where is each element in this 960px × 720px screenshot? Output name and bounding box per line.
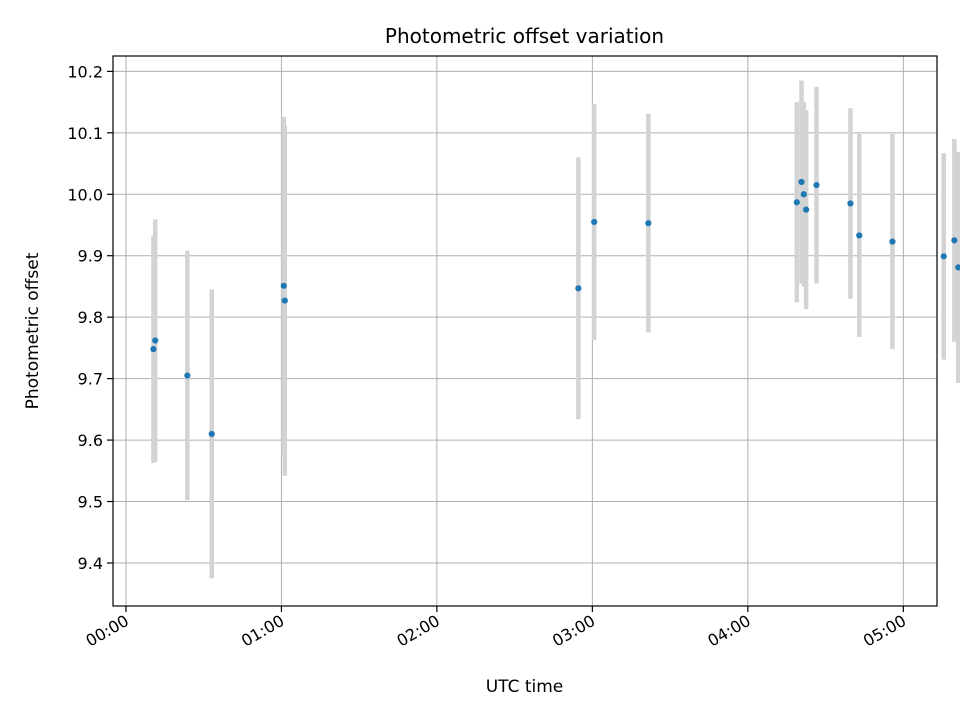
data-point bbox=[793, 199, 800, 206]
y-tick-label: 10.0 bbox=[67, 185, 103, 204]
data-point bbox=[951, 237, 958, 244]
data-point bbox=[813, 181, 820, 189]
data-points bbox=[150, 178, 960, 438]
data-point bbox=[575, 285, 582, 292]
data-point bbox=[280, 282, 287, 289]
data-point bbox=[184, 372, 191, 379]
data-point bbox=[847, 200, 854, 207]
data-point bbox=[856, 232, 863, 239]
data-point bbox=[152, 337, 159, 344]
data-point bbox=[645, 220, 652, 227]
data-point bbox=[889, 238, 896, 245]
y-tick-label: 9.5 bbox=[78, 493, 103, 512]
data-point bbox=[940, 253, 947, 260]
x-axis-label: UTC time bbox=[486, 677, 564, 697]
y-tick-label: 9.9 bbox=[78, 247, 103, 266]
chart-title: Photometric offset variation bbox=[385, 24, 664, 48]
plot-frame bbox=[112, 55, 938, 607]
y-tick-label: 10.1 bbox=[67, 124, 103, 143]
data-point bbox=[798, 178, 805, 186]
data-point bbox=[955, 264, 960, 271]
data-point bbox=[150, 346, 157, 353]
data-point bbox=[208, 430, 215, 438]
data-point bbox=[281, 297, 288, 304]
data-point bbox=[591, 218, 598, 226]
y-tick-label: 9.8 bbox=[78, 308, 103, 327]
y-tick-label: 9.6 bbox=[78, 431, 103, 450]
data-point bbox=[800, 191, 807, 198]
y-axis-label: Photometric offset bbox=[23, 252, 43, 409]
data-point bbox=[803, 206, 810, 213]
y-tick-label: 9.4 bbox=[78, 554, 103, 573]
y-tick-label: 10.2 bbox=[67, 62, 103, 81]
grid bbox=[113, 56, 937, 606]
y-axis-ticks: 9.4 9.5 9.6 9.7 9.8 9.9 10.0 10.1 10.2 bbox=[67, 62, 113, 573]
y-tick-label: 9.7 bbox=[78, 370, 103, 389]
